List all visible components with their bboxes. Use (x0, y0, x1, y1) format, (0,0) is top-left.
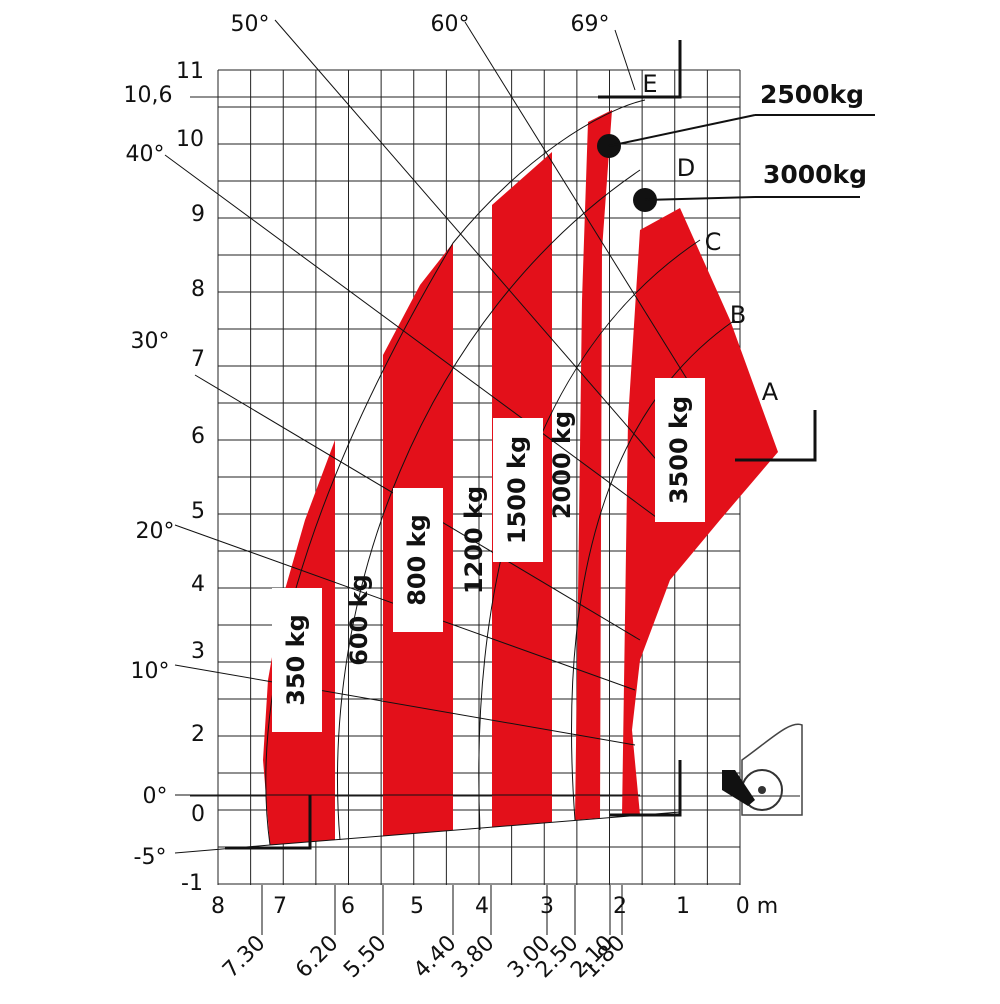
angle-line (174, 844, 271, 854)
point-label: A (762, 378, 779, 406)
angle-label: 69° (571, 12, 610, 37)
y-axis-label: 10,6 (124, 83, 173, 108)
x-axis-label: 6 (341, 894, 355, 919)
y-axis-label: 3 (191, 639, 205, 664)
load-label-box (493, 418, 543, 562)
distance-label: 7.30 (218, 931, 270, 983)
y-axis-label: 5 (191, 499, 205, 524)
angle-line (464, 21, 701, 401)
load-label: 2000 kg (548, 411, 576, 519)
angle-label: 30° (131, 329, 170, 354)
angle-line (274, 19, 701, 511)
angle-label: 50° (231, 12, 270, 37)
x-axis-label: 4 (475, 894, 489, 919)
distance-label: 4.40 (409, 931, 461, 983)
angle-line (164, 154, 661, 521)
angle-label: 0° (143, 784, 168, 809)
angle-line (174, 664, 636, 746)
point-label: B (730, 301, 746, 329)
x-axis-label: 5 (410, 894, 424, 919)
y-axis-label: 6 (191, 424, 205, 449)
angle-label: 20° (136, 519, 175, 544)
machine-icon (225, 40, 875, 850)
fork-load-label: 2500kg (760, 80, 864, 109)
x-axis-label: 1 (676, 894, 690, 919)
x-axis-label: 2 (613, 894, 627, 919)
angle-label: 40° (126, 142, 165, 167)
y-axis-label: 8 (191, 277, 205, 302)
load-label-box (393, 488, 443, 632)
load-label-box (655, 378, 705, 522)
x-axis-label: 7 (273, 894, 287, 919)
load-label: 800 kg (403, 514, 431, 606)
load-label: 1200 kg (460, 486, 488, 594)
distance-label: 3.80 (447, 931, 499, 983)
y-axis-label: 4 (191, 572, 205, 597)
x-axis-label: 0 m (736, 894, 778, 919)
point-label: E (642, 70, 657, 98)
distance-label: 6.20 (291, 931, 343, 983)
angle-label: -5° (134, 845, 167, 870)
zone-2500 (575, 110, 612, 820)
distance-label: 5.50 (339, 931, 391, 983)
y-axis-label: 11 (176, 59, 204, 84)
load-label: 350 kg (282, 614, 310, 706)
angle-label: 60° (431, 12, 470, 37)
point-label: D (677, 154, 695, 182)
y-axis-label: 7 (191, 347, 205, 372)
y-axis-label: 10 (176, 127, 204, 152)
load-label-box (272, 588, 322, 732)
angle-line (614, 29, 636, 91)
fork-load-label: 3000kg (763, 160, 867, 189)
load-label: 600 kg (345, 574, 373, 666)
y-axis-label: 0 (191, 802, 205, 827)
load-label: 3500 kg (665, 396, 693, 504)
point-label: C (705, 228, 722, 256)
load-label: 1500 kg (503, 436, 531, 544)
angle-label: 10° (131, 659, 170, 684)
y-axis-label: -1 (181, 871, 203, 896)
y-axis-label: 9 (191, 202, 205, 227)
y-axis-label: 2 (191, 722, 205, 747)
x-axis-label: 8 (211, 894, 225, 919)
